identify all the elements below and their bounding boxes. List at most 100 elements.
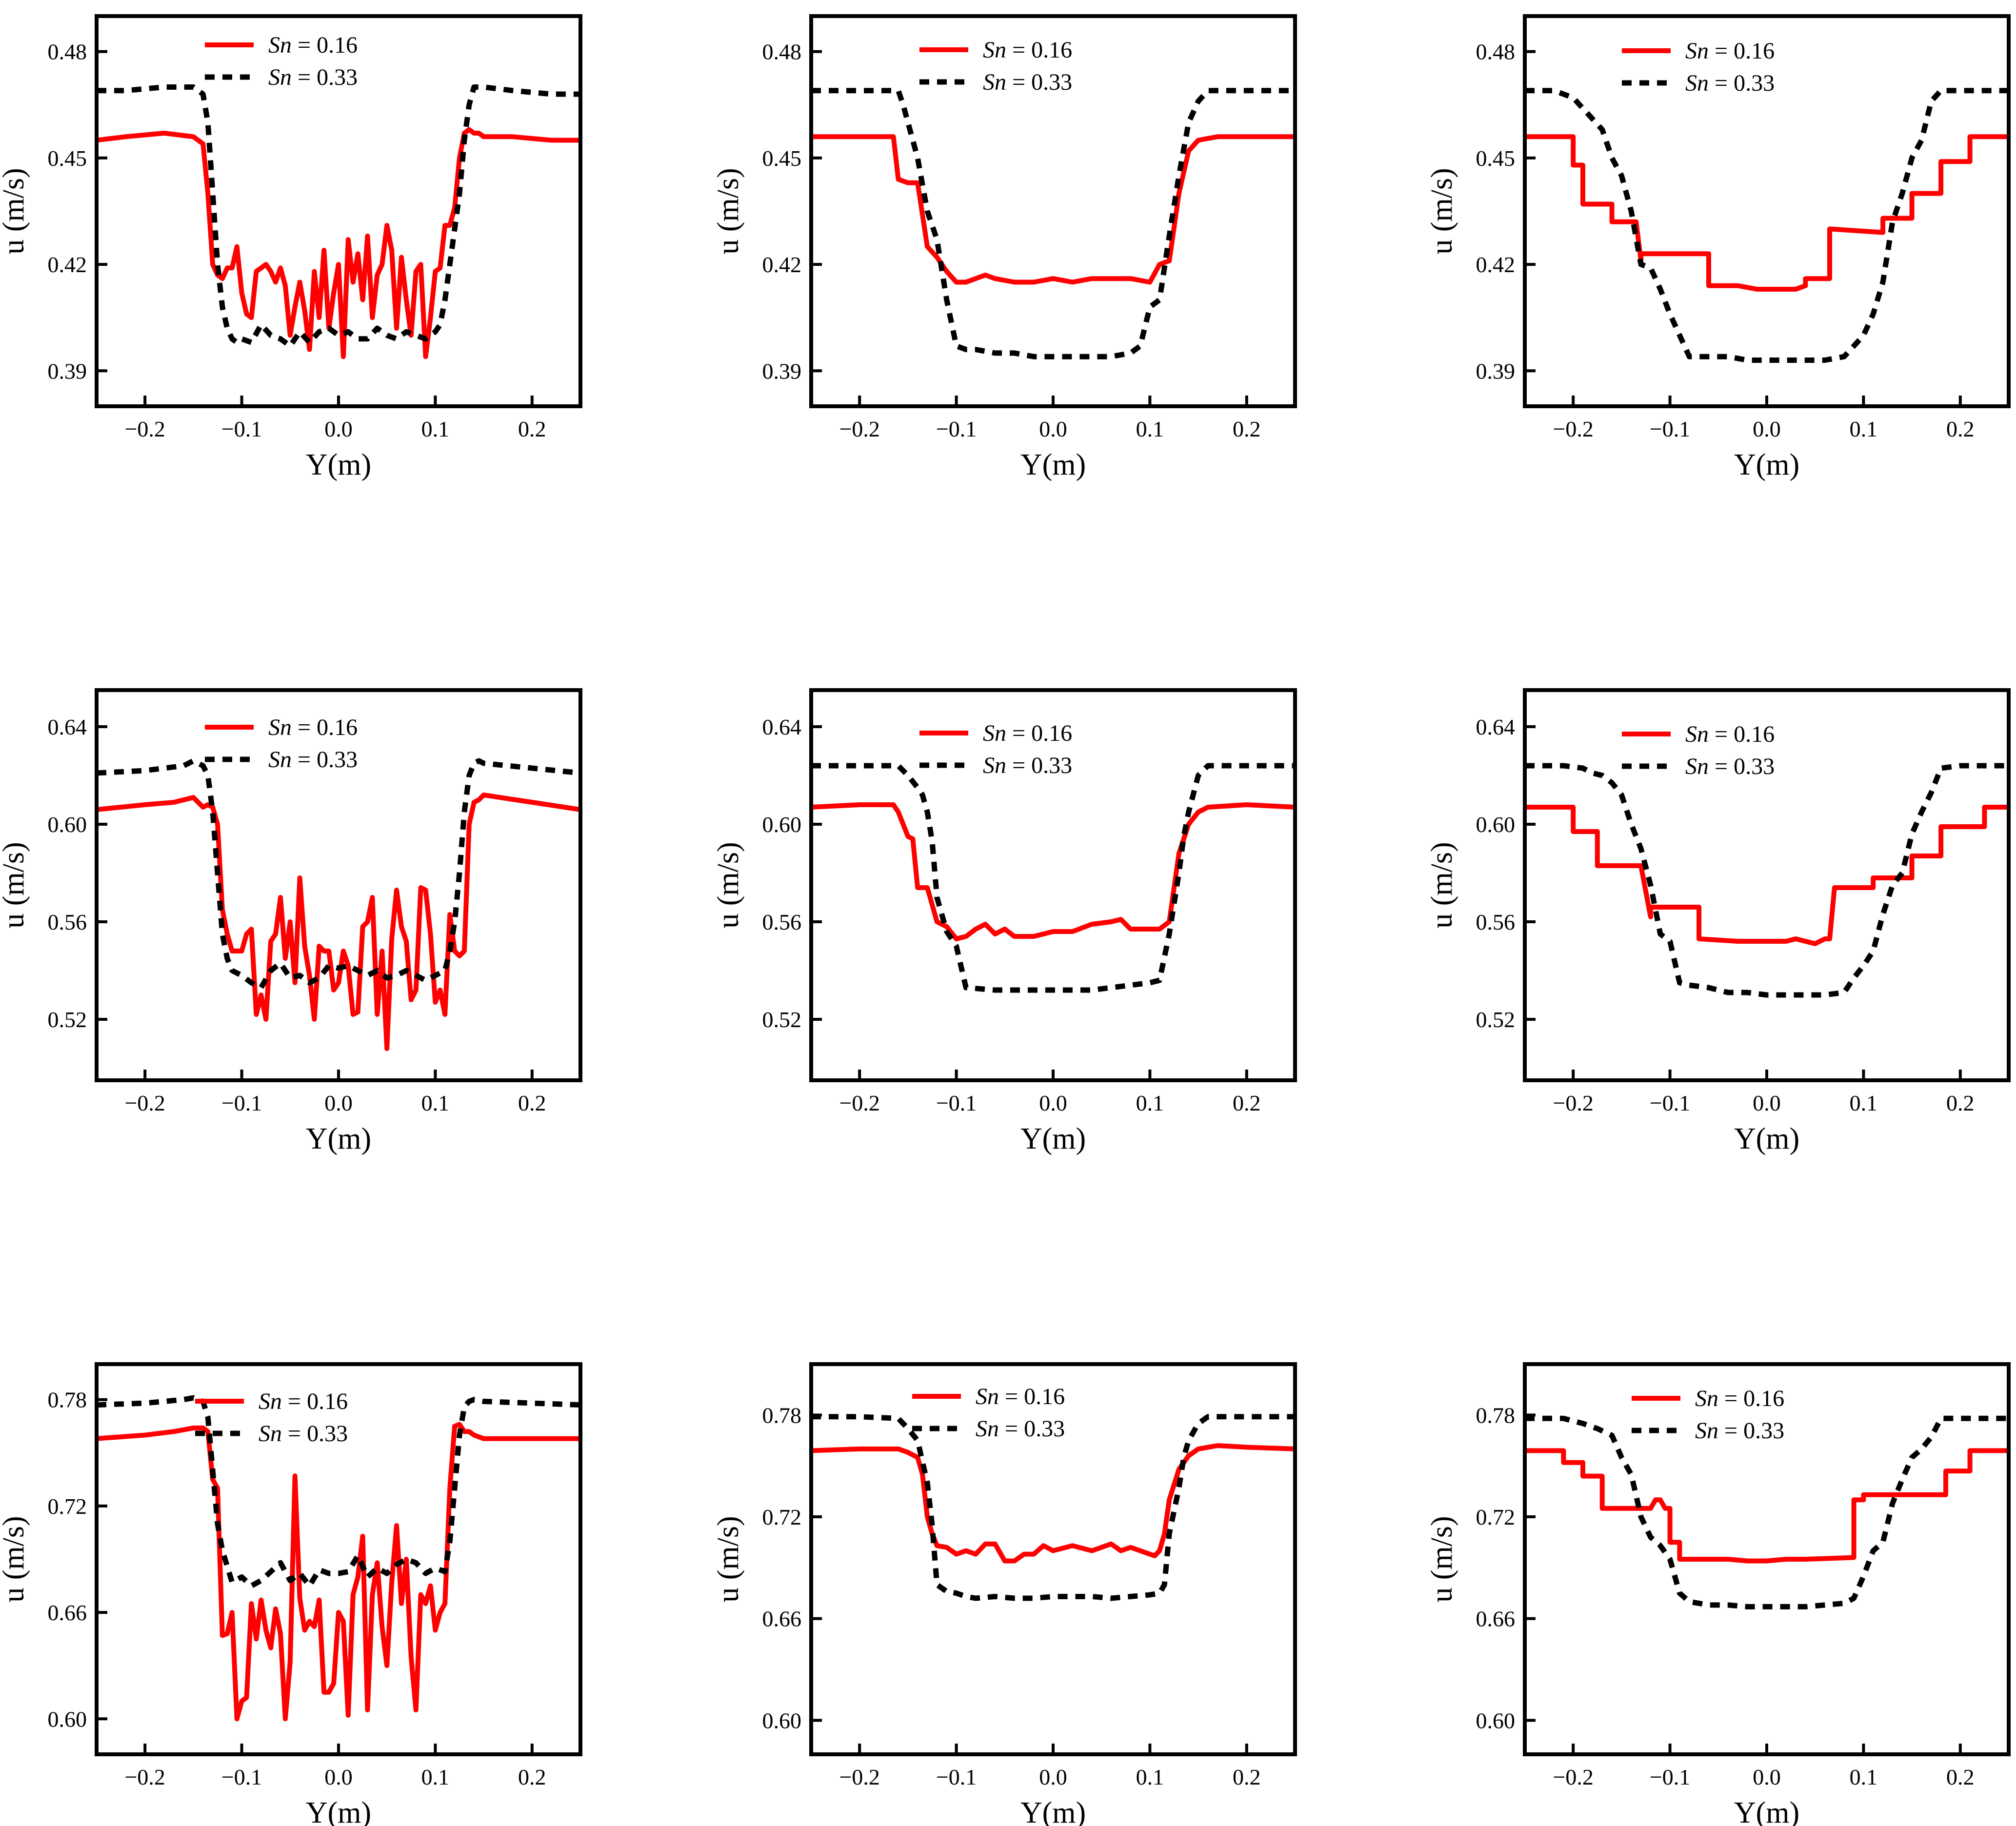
- legend-sn-016-label: Sn = 0.16: [983, 720, 1072, 746]
- series-sn-033-line: [1525, 1415, 2009, 1609]
- x-axis-label: Y(m): [1734, 448, 1799, 481]
- x-tick-label: −0.1: [221, 1091, 262, 1115]
- legend-symbol: Sn: [259, 1421, 282, 1447]
- x-tick-label: 0.0: [1753, 1765, 1781, 1789]
- y-tick-label: 0.56: [762, 910, 802, 934]
- legend-symbol: Sn: [268, 715, 292, 740]
- panel-4: −0.2 −0.1 0.0 0.1 0.2 0.52 0.56 0.60 0.64 Y(m) u (…: [0, 688, 582, 1155]
- series-sn-033-line: [811, 1414, 1295, 1601]
- y-tick-label: 0.72: [762, 1505, 802, 1529]
- series-sn-033-line: [811, 88, 1295, 359]
- legend-value: = 0.33: [999, 1416, 1065, 1442]
- legend-sn-033-label: Sn = 0.33: [1685, 70, 1775, 96]
- legend-sn-016-label: Sn = 0.16: [259, 1389, 348, 1414]
- panel-1: −0.2 −0.1 0.0 0.1 0.2 0.39 0.42 0.45 0.48 Y(m) u (…: [0, 14, 582, 481]
- legend-sn-016-label: Sn = 0.16: [1685, 721, 1775, 747]
- series-sn-033-line: [97, 84, 580, 349]
- series-sn-033-line: [97, 758, 580, 991]
- legend-symbol: Sn: [1685, 38, 1709, 64]
- y-axis-label: u (m/s): [0, 842, 30, 928]
- legend-symbol: Sn: [976, 1384, 999, 1409]
- legend-value: = 0.16: [1718, 1386, 1784, 1411]
- y-axis-label: u (m/s): [0, 1516, 30, 1602]
- series-sn-033-line: [97, 1395, 580, 1588]
- legend: Sn = 0.16 Sn = 0.33: [1632, 1386, 1784, 1444]
- legend-value: = 0.16: [999, 1384, 1065, 1409]
- y-tick-label: 0.78: [1476, 1403, 1516, 1428]
- legend-value: = 0.33: [1709, 754, 1775, 779]
- panel-5: −0.2 −0.1 0.0 0.1 0.2 0.52 0.56 0.60 0.64 Y(m) u (…: [712, 688, 1297, 1155]
- series-sn-016-line: [1525, 805, 2009, 946]
- panel-3: −0.2 −0.1 0.0 0.1 0.2 0.39 0.42 0.45 0.48 Y(m) u (…: [1425, 14, 2011, 481]
- x-tick-label: 0.1: [1850, 1091, 1878, 1115]
- y-tick-label: 0.39: [1476, 358, 1516, 383]
- x-tick-label: 0.2: [518, 417, 546, 441]
- legend-sn-033-label: Sn = 0.33: [1695, 1418, 1784, 1444]
- x-tick-label: 0.2: [518, 1765, 546, 1789]
- panel-8: −0.2 −0.1 0.0 0.1 0.2 0.60 0.66 0.72 0.78 Y(m) u (…: [712, 1362, 1297, 1826]
- legend-symbol: Sn: [983, 720, 1006, 746]
- legend: Sn = 0.16 Sn = 0.33: [919, 37, 1072, 95]
- legend-value: = 0.16: [282, 1389, 348, 1414]
- legend-symbol: Sn: [1685, 70, 1709, 96]
- plot-frame: [1523, 688, 2011, 1082]
- legend-symbol: Sn: [1695, 1386, 1718, 1411]
- legend-sn-033-label: Sn = 0.33: [976, 1416, 1065, 1442]
- legend-symbol: Sn: [268, 32, 292, 58]
- x-axis-label: Y(m): [306, 1122, 371, 1155]
- x-tick-label: −0.2: [124, 1765, 165, 1789]
- x-tick-label: −0.1: [1650, 1091, 1690, 1115]
- plot-frame: [809, 688, 1297, 1082]
- y-axis-label: u (m/s): [712, 842, 745, 928]
- y-tick-label: 0.60: [1476, 812, 1516, 837]
- legend-value: = 0.33: [1718, 1418, 1784, 1444]
- y-tick-label: 0.78: [762, 1403, 802, 1428]
- x-tick-label: −0.1: [1650, 1765, 1690, 1789]
- x-tick-label: 0.2: [1946, 1765, 1975, 1789]
- legend-value: = 0.33: [282, 1421, 348, 1447]
- x-tick-label: 0.0: [1039, 1091, 1067, 1115]
- legend-symbol: Sn: [983, 753, 1006, 778]
- legend-value: = 0.33: [1709, 70, 1775, 96]
- y-tick-label: 0.60: [762, 812, 802, 837]
- x-tick-label: 0.1: [421, 1091, 450, 1115]
- x-tick-label: 0.0: [324, 417, 353, 441]
- y-tick-label: 0.45: [1476, 146, 1516, 171]
- x-axis-label: Y(m): [1020, 1796, 1086, 1826]
- legend-sn-033-label: Sn = 0.33: [268, 747, 358, 773]
- legend-sn-033-label: Sn = 0.33: [983, 753, 1072, 778]
- series-sn-033-line: [1525, 88, 2009, 363]
- y-tick-label: 0.60: [1476, 1708, 1516, 1733]
- x-axis-label: Y(m): [1020, 448, 1086, 481]
- y-tick-label: 0.45: [762, 146, 802, 171]
- x-tick-label: −0.2: [839, 1765, 879, 1789]
- x-tick-label: 0.1: [421, 1765, 450, 1789]
- legend-sn-033-label: Sn = 0.33: [1685, 754, 1775, 779]
- x-tick-label: 0.2: [1946, 417, 1975, 441]
- legend-sn-016-label: Sn = 0.16: [983, 37, 1072, 63]
- y-tick-label: 0.48: [1476, 40, 1516, 64]
- series-sn-016-line: [97, 1422, 580, 1722]
- x-tick-label: −0.1: [936, 1091, 977, 1115]
- legend-sn-016-label: Sn = 0.16: [268, 715, 358, 740]
- series-sn-033-line: [1525, 763, 2009, 998]
- panel-2: −0.2 −0.1 0.0 0.1 0.2 0.39 0.42 0.45 0.48 Y(m) u (…: [712, 14, 1297, 481]
- legend-value: = 0.16: [1006, 37, 1072, 63]
- series-sn-033-line: [811, 763, 1295, 993]
- series-sn-016-line: [811, 1443, 1295, 1564]
- legend-value: = 0.33: [292, 747, 358, 773]
- legend-value: = 0.33: [1006, 69, 1072, 95]
- x-tick-label: 0.0: [1039, 417, 1067, 441]
- y-tick-label: 0.60: [48, 812, 87, 837]
- x-tick-label: 0.1: [1136, 417, 1164, 441]
- x-tick-label: −0.2: [124, 417, 165, 441]
- x-tick-label: 0.1: [1850, 417, 1878, 441]
- y-axis-label: u (m/s): [1425, 842, 1458, 928]
- legend-value: = 0.16: [292, 32, 358, 58]
- y-tick-label: 0.42: [48, 252, 87, 277]
- legend-symbol: Sn: [268, 64, 292, 90]
- legend-sn-033-label: Sn = 0.33: [983, 69, 1072, 95]
